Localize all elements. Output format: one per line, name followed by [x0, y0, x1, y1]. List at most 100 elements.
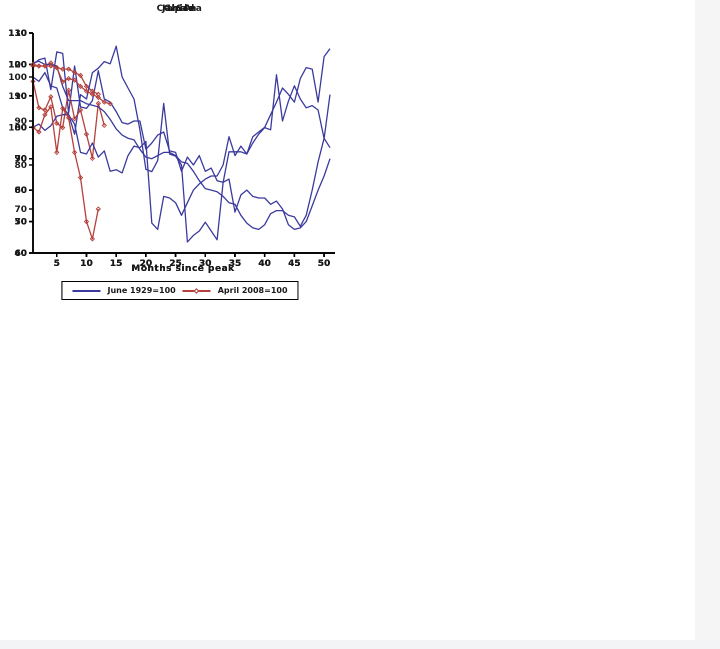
y-tick-label: 60: [14, 249, 27, 259]
x-tick-label: 35: [229, 259, 242, 268]
right-margin-strip: [695, 0, 720, 640]
legend-line-april-2008-icon: [182, 287, 211, 294]
x-tick-label: 25: [169, 259, 182, 268]
x-tick-label: 45: [288, 259, 301, 268]
marker-diamond-icon: [66, 87, 72, 93]
x-tick-label: 35: [229, 259, 242, 268]
x-tick-label: 20: [140, 259, 153, 268]
marker-diamond-icon: [101, 122, 107, 129]
y-tick-label: 60: [14, 186, 27, 196]
x-tick-label: 25: [169, 259, 182, 268]
x-tick-label: 15: [110, 259, 123, 268]
legend-line-june-1929-icon: [72, 289, 101, 292]
y-tick-label: 80: [14, 123, 27, 133]
chart-title-canada: Canada: [156, 4, 204, 14]
series-line-june-1929: [32, 48, 331, 231]
marker-diamond-icon: [77, 174, 84, 181]
marker-diamond-icon: [66, 115, 72, 121]
y-tick-label: 80: [14, 123, 27, 133]
marker-diamond-icon: [89, 236, 96, 242]
y-tick-label: 60: [14, 186, 27, 196]
x-tick-label: 30: [199, 259, 212, 268]
series-line-april-2008: [32, 63, 111, 105]
marker-diamond-icon: [48, 94, 54, 100]
y-tick-label: 80: [14, 161, 27, 171]
y-tick-label: 100: [8, 60, 27, 70]
y-tick-label: 100: [8, 73, 27, 83]
y-tick-label: 40: [14, 249, 27, 259]
marker-diamond-icon: [60, 124, 66, 131]
marker-diamond-icon: [60, 105, 66, 112]
series-line-april-2008: [32, 106, 99, 240]
x-tick-label: 10: [80, 259, 93, 268]
x-tick-label: 15: [110, 259, 123, 268]
chart-panel-usa: USA 40 50 60 70 80 90 100 110 5 10 15 20 25 30 35 40 45 5…: [0, 0, 360, 310]
y-tick-label: 130: [8, 29, 27, 39]
marker-diamond-icon: [83, 83, 90, 90]
y-tick-label: 120: [8, 60, 27, 70]
marker-diamond-icon: [36, 63, 42, 69]
marker-diamond-icon: [48, 63, 54, 69]
legend-usa: June 1929=100 April 2008=100: [61, 281, 299, 300]
x-tick-label: 35: [229, 259, 242, 268]
legend-label-june-1929: June 1929=100: [107, 286, 176, 295]
y-tick-label: 50: [14, 218, 27, 228]
marker-diamond-icon: [36, 129, 42, 135]
x-tick-label: 15: [110, 259, 123, 268]
y-tick-label: 70: [14, 155, 27, 165]
y-tick-label: 70: [14, 205, 27, 215]
x-tick-label: 10: [80, 259, 93, 268]
marker-diamond-icon: [60, 79, 66, 85]
y-tick-label: 90: [14, 117, 27, 127]
marker-diamond-icon: [77, 72, 84, 79]
x-tick-label: 40: [258, 259, 271, 268]
x-tick-label: 20: [140, 259, 153, 268]
x-tick-label: 25: [169, 259, 182, 268]
marker-diamond-icon: [54, 149, 60, 156]
y-tick-label: 110: [8, 29, 27, 39]
marker-diamond-icon: [54, 64, 60, 71]
marker-diamond-icon: [83, 88, 90, 94]
marker-diamond-icon: [77, 83, 84, 90]
series-line-april-2008: [32, 81, 105, 160]
y-tick-label: 80: [14, 186, 27, 196]
marker-diamond-icon: [107, 101, 113, 107]
series-line-june-1929: [32, 45, 331, 243]
marker-diamond-icon: [48, 104, 54, 110]
x-tick-label: 40: [258, 259, 271, 268]
marker-diamond-icon: [66, 66, 72, 72]
x-tick-label: 50: [318, 259, 331, 268]
chart-title-japan: Japan: [162, 4, 198, 14]
x-tick-label: 50: [318, 259, 331, 268]
y-tick-label: 90: [14, 92, 27, 102]
marker-diamond-icon: [83, 131, 90, 137]
y-tick-label: 70: [14, 218, 27, 228]
marker-diamond-icon: [95, 94, 101, 101]
y-tick-label: 110: [8, 92, 27, 102]
y-tick-label: 90: [14, 92, 27, 102]
x-tick-label: 35: [229, 259, 242, 268]
y-tick-label: 50: [14, 218, 27, 228]
marker-diamond-icon: [36, 105, 42, 111]
x-tick-label: 30: [199, 259, 212, 268]
chart-title-chile: Chile: [163, 4, 197, 14]
marker-diamond-icon: [60, 66, 66, 72]
marker-diamond-icon: [71, 69, 78, 75]
y-tick-label: 90: [14, 155, 27, 165]
y-tick-label: 110: [8, 29, 27, 39]
x-tick-label: 45: [288, 259, 301, 268]
chart-title-usa: USA: [167, 4, 193, 14]
x-tick-label: 15: [110, 259, 123, 268]
marker-diamond-icon: [101, 99, 107, 105]
x-tick-label: 5: [54, 259, 60, 268]
marker-diamond-icon: [71, 77, 78, 83]
x-axis-label: Months since peak: [131, 264, 235, 274]
x-tick-label: 20: [140, 259, 153, 268]
x-tick-label: 50: [318, 259, 331, 268]
y-tick-label: 60: [14, 249, 27, 259]
x-tick-label: 5: [54, 259, 60, 268]
marker-diamond-icon: [71, 149, 78, 156]
marker-diamond-icon: [42, 63, 48, 69]
y-tick-label: 70: [14, 155, 27, 165]
